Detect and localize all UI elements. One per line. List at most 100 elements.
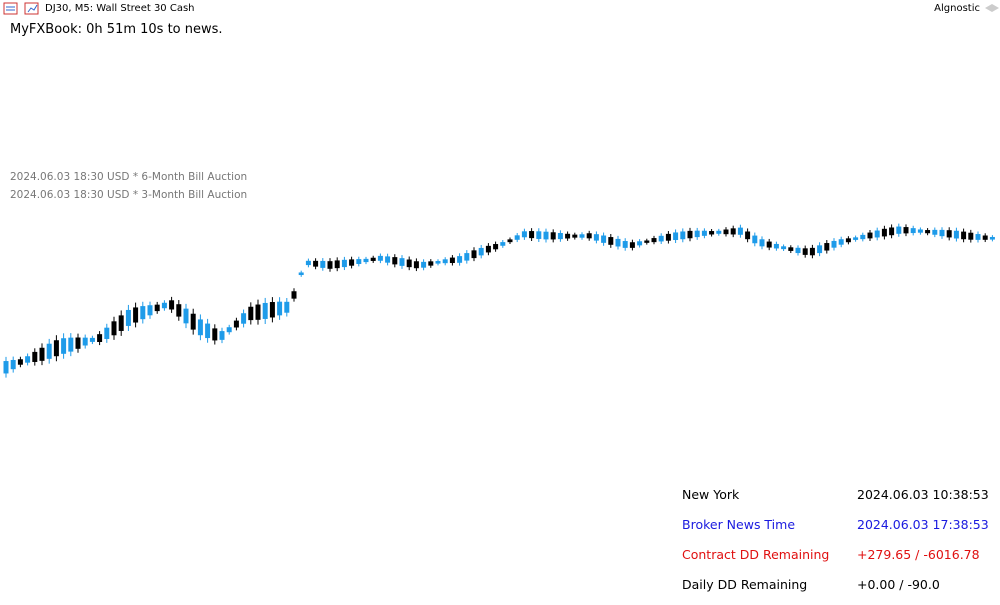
candle-body — [550, 232, 556, 240]
candle-body — [82, 337, 88, 346]
candle-body — [277, 301, 283, 316]
candle-body — [291, 291, 297, 299]
candle-body — [356, 259, 362, 264]
candle-body — [471, 250, 477, 259]
candle-body — [118, 315, 124, 331]
candle-body — [241, 313, 247, 324]
candle-body — [46, 343, 52, 359]
candle-body — [521, 231, 527, 238]
candle-body — [464, 253, 470, 261]
candle-body — [838, 239, 844, 245]
candle-body — [644, 240, 650, 243]
info-label: New York — [682, 487, 740, 502]
candle-body — [536, 231, 542, 239]
candle-body — [853, 237, 859, 240]
info-value: +0.00 / -90.0 — [857, 577, 940, 592]
candle-body — [579, 234, 585, 238]
news-countdown: MyFXBook: 0h 51m 10s to news. — [10, 22, 223, 37]
info-value: +279.65 / -6016.78 — [857, 547, 980, 562]
candle-body — [824, 243, 830, 251]
chart-icon — [24, 2, 39, 15]
candle-body — [601, 235, 607, 243]
info-label: Daily DD Remaining — [682, 577, 808, 592]
candles — [3, 223, 995, 378]
candle-body — [327, 261, 333, 269]
candle-body — [176, 304, 182, 317]
candle-body — [255, 304, 261, 320]
candle-body — [716, 230, 722, 234]
candle-body — [485, 245, 491, 253]
candle-body — [665, 233, 671, 241]
candle-body — [111, 321, 117, 336]
candle-body — [248, 306, 254, 321]
candle-body — [421, 261, 427, 268]
candle-body — [874, 230, 880, 238]
candle-body — [975, 234, 981, 240]
candle-body — [701, 230, 707, 236]
candle-body — [53, 340, 59, 357]
candle-body — [133, 307, 139, 323]
candle-body — [392, 257, 398, 265]
candle-body — [572, 234, 578, 238]
candle-body — [910, 228, 916, 234]
info-label: Broker News Time — [682, 517, 796, 532]
account-label: Algnostic — [934, 3, 980, 14]
candle-body — [788, 247, 794, 251]
candle-body — [557, 232, 563, 240]
candle-body — [377, 255, 383, 261]
candle-body — [889, 227, 895, 236]
candle-body — [190, 313, 196, 330]
candle-body — [759, 239, 765, 247]
candle-body — [428, 261, 434, 266]
candle-body — [341, 259, 347, 268]
candle-body — [500, 242, 506, 246]
candle-body — [183, 308, 189, 324]
candle-body — [61, 338, 67, 354]
candle-body — [125, 309, 131, 326]
candle-body — [565, 233, 571, 239]
candle-body — [399, 258, 405, 266]
news-item: 2024.06.03 18:30 USD * 3-Month Bill Auct… — [10, 189, 248, 201]
candle-body — [529, 231, 535, 239]
candle-body — [514, 235, 520, 240]
candle-body — [593, 234, 599, 241]
candle-body — [68, 337, 74, 352]
candle-body — [406, 259, 412, 268]
candle-body — [687, 230, 693, 239]
candle-body — [507, 239, 513, 243]
candle-body — [449, 257, 455, 264]
candle-body — [320, 260, 326, 268]
candle-body — [860, 234, 866, 240]
candle-body — [140, 306, 146, 320]
candle-body — [154, 304, 160, 312]
candle-body — [709, 231, 715, 235]
candle-body — [169, 300, 175, 310]
candle-body — [730, 228, 736, 235]
candle-body — [917, 229, 923, 233]
candle-body — [680, 231, 686, 240]
candle-body — [737, 227, 743, 235]
candle-body — [651, 238, 657, 243]
candle-body — [212, 328, 218, 341]
candle-body — [903, 227, 909, 234]
candle-body — [457, 256, 463, 263]
candle-body — [97, 334, 103, 343]
candle-body — [745, 231, 751, 240]
candle-body — [3, 361, 9, 374]
candle-body — [982, 235, 988, 240]
candle-body — [39, 347, 45, 361]
candle-body — [370, 257, 376, 261]
candle-body — [219, 331, 225, 340]
candle-body — [161, 302, 167, 309]
candle-body — [817, 245, 823, 254]
candle-body — [637, 241, 643, 246]
candle-body — [233, 320, 239, 328]
candle-body — [75, 337, 81, 349]
candle-body — [867, 232, 873, 239]
candle-body — [925, 230, 931, 234]
candle-body — [442, 259, 448, 264]
candle-body — [349, 259, 355, 266]
candle-body — [781, 246, 787, 250]
window-icon — [3, 2, 18, 15]
candle-body — [629, 242, 635, 248]
